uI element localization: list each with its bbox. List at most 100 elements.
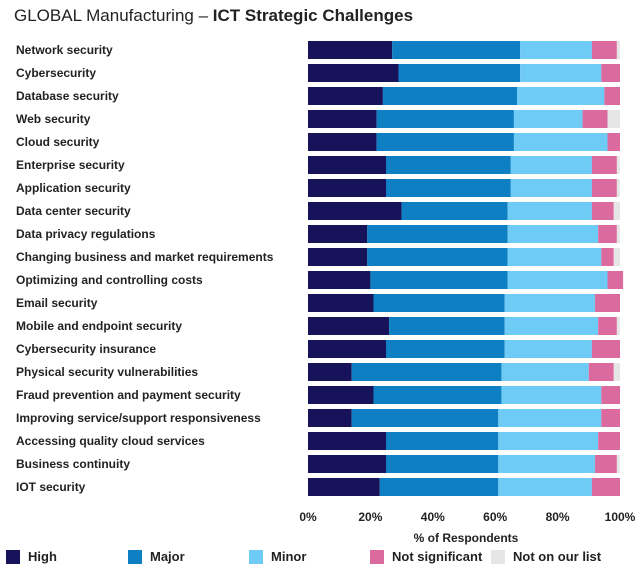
bar-segment-minor	[501, 363, 589, 381]
bar-segment-not-significant	[591, 179, 617, 197]
bar-segment-not-significant	[591, 478, 620, 496]
bar-segment-minor	[520, 41, 592, 59]
bar-segment-minor	[507, 248, 602, 266]
bar-segment-high	[308, 179, 386, 197]
legend-swatch	[249, 549, 263, 564]
category-label: Cybersecurity insurance	[16, 342, 156, 356]
bar-segment-high	[308, 294, 374, 312]
bar-segment-high	[308, 363, 352, 381]
legend-label: Not significant	[392, 549, 483, 564]
bar-segment-major	[373, 386, 502, 404]
bar-segment-high	[308, 41, 393, 59]
legend-item: High	[6, 549, 57, 564]
category-label: Changing business and market requirement…	[16, 250, 274, 264]
bar-segment-minor	[498, 409, 602, 427]
title-lead: GLOBAL Manufacturing –	[14, 6, 213, 25]
bar-segment-high	[308, 202, 402, 220]
category-label: Database security	[16, 89, 119, 103]
bar-segment-not-significant	[601, 386, 620, 404]
bar-segment-not-significant	[598, 317, 617, 335]
bar-segment-major	[370, 271, 508, 289]
x-tick-label: 80%	[546, 510, 570, 524]
bar-segment-major	[389, 317, 505, 335]
bar-segment-not-on-our-list	[613, 363, 620, 381]
bar-segment-minor	[504, 317, 599, 335]
category-label: Cybersecurity	[16, 66, 96, 80]
bar-segment-not-significant	[591, 202, 614, 220]
title-bold: ICT Strategic Challenges	[212, 6, 414, 25]
legend-label: Not on our list	[513, 549, 602, 564]
bar-segment-minor	[513, 110, 583, 128]
bar-segment-not-on-our-list	[616, 41, 620, 59]
category-label: Email security	[16, 296, 98, 310]
bar-segment-major	[386, 455, 499, 473]
bar-segment-minor	[498, 432, 599, 450]
bar-segment-high	[308, 133, 377, 151]
bar-segment-high	[308, 225, 368, 243]
bar-segment-minor	[504, 340, 592, 358]
page-title: GLOBAL Manufacturing – ICT Strategic Cha…	[14, 6, 413, 26]
bar-segment-minor	[507, 202, 592, 220]
category-label: IOT security	[16, 480, 86, 494]
bar-segment-not-on-our-list	[607, 110, 620, 128]
bar-segment-minor	[520, 64, 602, 82]
bar-segment-minor	[498, 478, 592, 496]
category-label: Physical security vulnerabilities	[16, 365, 198, 379]
legend-swatch	[128, 549, 142, 564]
bar-segment-not-significant	[607, 133, 620, 151]
legend-label: Minor	[271, 549, 307, 564]
bar-segment-high	[308, 317, 390, 335]
legend-swatch	[6, 549, 20, 564]
bar-segment-not-significant	[604, 87, 620, 105]
x-tick-label: 40%	[421, 510, 445, 524]
bar-segment-major	[351, 363, 502, 381]
bar-segment-not-on-our-list	[613, 248, 620, 266]
bar-segment-major	[382, 87, 518, 105]
bar-segment-major	[376, 133, 514, 151]
category-label: Data privacy regulations	[16, 227, 156, 241]
bar-segment-minor	[510, 179, 592, 197]
category-label: Mobile and endpoint security	[16, 319, 182, 333]
category-label: Improving service/support responsiveness	[16, 411, 261, 425]
legend-item: Not on our list	[491, 549, 601, 564]
x-tick-label: 60%	[483, 510, 507, 524]
category-label: Accessing quality cloud services	[16, 434, 205, 448]
bar-segment-not-significant	[601, 409, 620, 427]
x-tick-label: 20%	[358, 510, 382, 524]
chart-legend: High Major Minor Not significant Not on our …	[0, 549, 641, 569]
bar-segment-not-significant	[598, 432, 620, 450]
bar-segment-major	[351, 409, 499, 427]
bar-segment-high	[308, 340, 386, 358]
bar-segment-high	[308, 110, 377, 128]
bar-segment-not-on-our-list	[616, 317, 620, 335]
bar-segment-not-significant	[598, 225, 617, 243]
bar-segment-not-on-our-list	[616, 225, 620, 243]
bar-segment-high	[308, 409, 352, 427]
bar-segment-high	[308, 248, 368, 266]
bar-segment-high	[308, 87, 383, 105]
bar-segment-high	[308, 156, 386, 174]
bar-segment-major	[376, 110, 514, 128]
legend-swatch	[370, 549, 384, 564]
legend-item: Major	[128, 549, 185, 564]
bar-segment-minor	[507, 225, 599, 243]
bar-segment-high	[308, 478, 380, 496]
bar-segment-not-significant	[591, 41, 617, 59]
bar-segment-minor	[513, 133, 608, 151]
bar-segment-not-significant	[595, 455, 617, 473]
bar-segment-minor	[507, 271, 608, 289]
bar-segment-major	[386, 340, 505, 358]
bar-segment-minor	[510, 156, 592, 174]
bar-segment-major	[386, 156, 511, 174]
bar-segment-high	[308, 432, 386, 450]
bar-segment-high	[308, 271, 371, 289]
bar-segment-major	[379, 478, 499, 496]
category-label: Cloud security	[16, 135, 100, 149]
category-label: Network security	[16, 43, 113, 57]
x-tick-label: 0%	[299, 510, 317, 524]
category-label: Data center security	[16, 204, 131, 218]
bar-segment-not-significant	[595, 294, 620, 312]
bar-segment-minor	[498, 455, 596, 473]
legend-swatch	[491, 549, 505, 564]
